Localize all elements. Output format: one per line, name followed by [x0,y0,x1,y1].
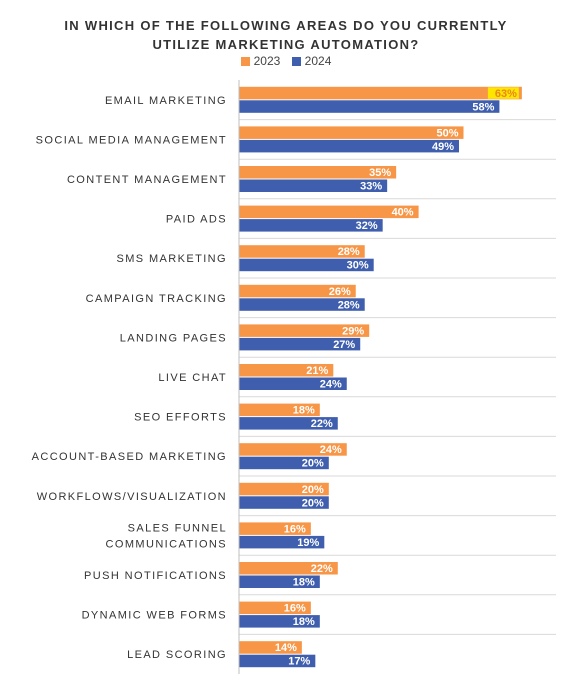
bar-2023 [239,443,347,456]
bar-2024 [239,337,361,351]
legend-item-2024: 2024 [291,54,332,68]
data-label-2023: 16% [284,603,306,615]
chart-legend: 2023 2024 [0,54,572,69]
chart-title: IN WHICH OF THE FOLLOWING AREAS DO YOU C… [0,16,572,54]
highlight-marker [487,87,519,99]
bar-2023 [239,482,329,496]
bar-2024 [239,496,329,509]
bar-2024 [239,139,460,153]
data-label-2024: 20% [302,458,324,470]
bar-2024 [239,377,347,390]
category-label: SEO EFFORTS [134,412,227,424]
category-label: WORKFLOWS/VISUALIZATION [37,491,227,503]
category-label: SALES FUNNEL [128,522,227,534]
data-label-2023: 20% [302,484,324,496]
category-label: SOCIAL MEDIA MANAGEMENT [36,134,227,146]
data-label-2024: 58% [472,101,494,113]
data-label-2024: 32% [356,220,378,232]
legend-swatch-2024 [291,56,301,66]
bar-2023 [239,601,311,615]
category-label: CONTENT MANAGEMENT [67,174,227,186]
data-label-2023: 35% [369,167,391,179]
bar-2023 [239,641,302,654]
legend-item-2023: 2023 [240,54,281,68]
category-label: EMAIL MARKETING [105,95,227,107]
data-label-2023: 29% [342,325,364,337]
data-label-2024: 24% [320,379,342,391]
data-label-2023: 26% [329,286,351,298]
bar-2024 [239,258,374,272]
bar-2024 [239,417,338,430]
data-label-2024: 27% [333,339,355,351]
data-label-2024: 30% [347,260,369,272]
data-label-2024: 18% [293,577,315,589]
bar-2024 [239,615,320,628]
data-label-2023: 50% [436,127,458,139]
category-label: SMS MARKETING [117,253,228,265]
bar-2023 [239,166,397,179]
data-label-2023: 22% [311,563,333,575]
data-label-2023: 16% [284,523,306,535]
data-label-2023: 63% [495,88,517,100]
data-label-2023: 24% [320,444,342,456]
bar-2023 [239,522,311,535]
bar-2024 [239,298,365,311]
category-label: COMMUNICATIONS [106,538,227,550]
category-label: LIVE CHAT [158,372,227,384]
bar-2023 [239,284,356,298]
bar-2024 [239,535,325,549]
data-label-2023: 28% [338,246,360,258]
bar-2023 [239,126,464,139]
data-label-2024: 20% [302,497,324,509]
bar-2023 [239,324,370,337]
data-label-2024: 19% [297,537,319,549]
bar-2023 [239,86,522,100]
bar-2023 [239,364,334,377]
legend-label-2023: 2023 [253,54,281,68]
category-label: LEAD SCORING [127,649,227,661]
data-label-2024: 17% [288,656,310,668]
data-label-2024: 18% [293,616,315,628]
category-label: CAMPAIGN TRACKING [86,293,227,305]
bar-2023 [239,245,365,258]
bar-2024 [239,100,500,113]
bar-2023 [239,205,419,219]
category-label: PUSH NOTIFICATIONS [84,570,227,582]
bar-2024 [239,456,329,470]
bar-2023 [239,562,338,575]
bar-2024 [239,575,320,588]
data-label-2024: 33% [360,181,382,193]
bar-2024 [239,179,388,192]
category-label: LANDING PAGES [120,332,227,344]
data-label-2023: 21% [306,365,328,377]
bar-2024 [239,654,316,668]
data-label-2023: 14% [275,642,297,654]
data-label-2023: 40% [392,207,414,219]
chart-title-line-2: UTILIZE MARKETING AUTOMATION? [152,37,420,52]
legend-swatch-2023 [240,56,250,66]
legend-label-2024: 2024 [304,54,332,68]
bar-2024 [239,219,383,232]
category-label: DYNAMIC WEB FORMS [82,610,227,622]
data-label-2024: 22% [311,418,333,430]
bar-2023 [239,403,320,417]
category-label: PAID ADS [166,214,227,226]
data-label-2024: 28% [338,299,360,311]
data-label-2023: 18% [293,405,315,417]
category-label: ACCOUNT-BASED MARKETING [32,451,227,463]
data-label-2024: 49% [432,141,454,153]
chart-title-line-1: IN WHICH OF THE FOLLOWING AREAS DO YOU C… [64,18,508,33]
